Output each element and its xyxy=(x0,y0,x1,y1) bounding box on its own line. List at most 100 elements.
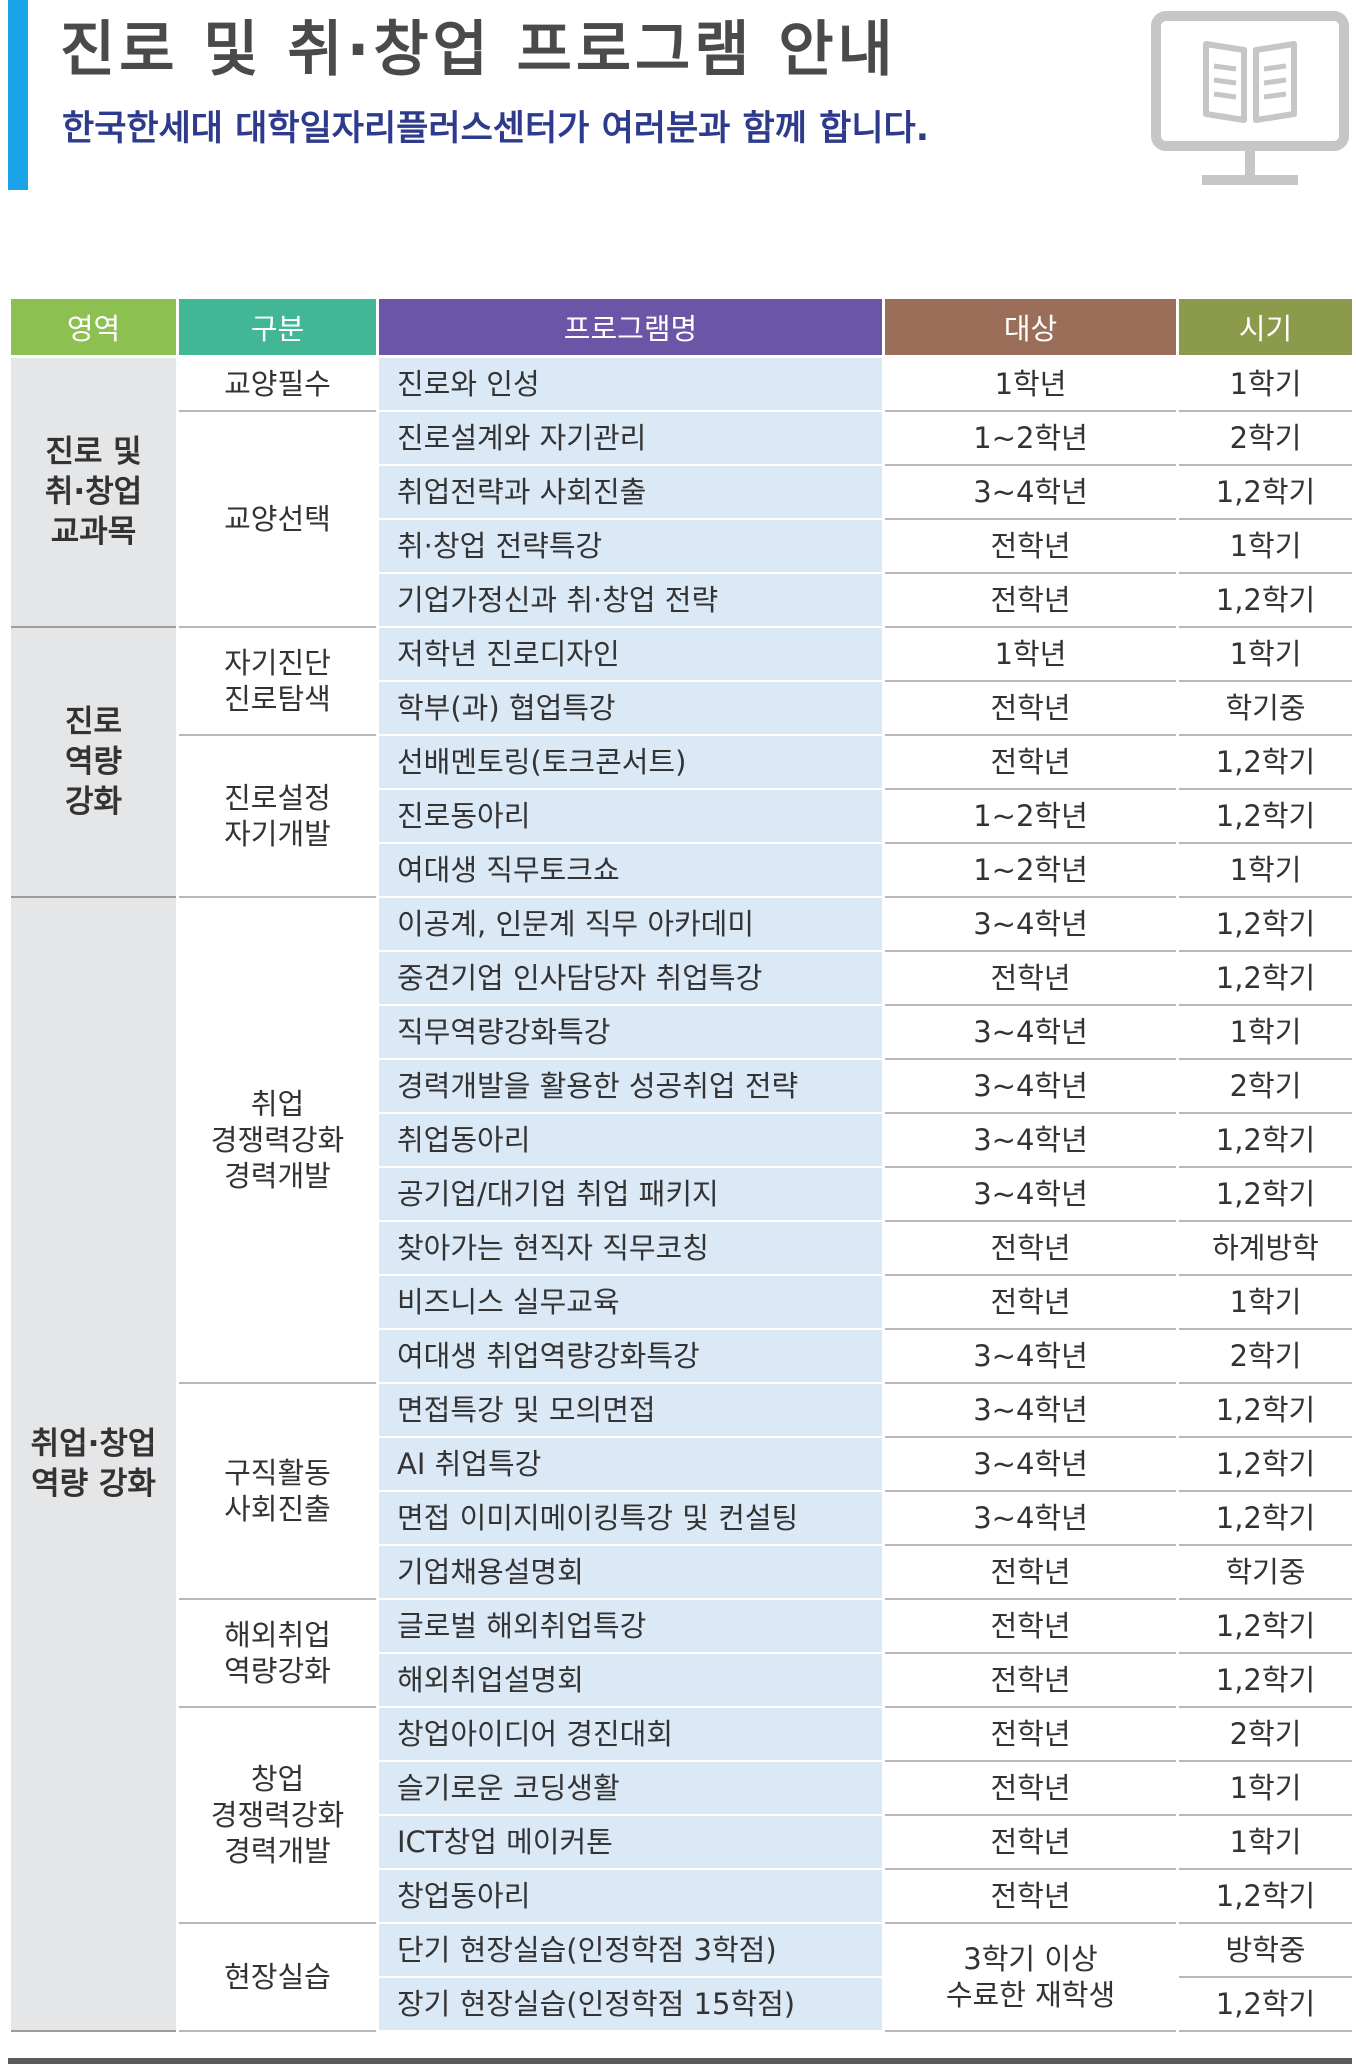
table-row: 창업동아리 전학년 1,2학기 xyxy=(10,1869,1355,1924)
program-name-cell: 단기 현장실습(인정학점 3학점) xyxy=(376,1923,885,1978)
category-cell: 자기진단 진로탐색 xyxy=(176,627,379,736)
table-row: 진로 및 취·창업 교과목 교양필수 진로와 인성 1학년 1학기 xyxy=(8,356,1355,628)
term-cell: 1학기 xyxy=(1176,1005,1355,1060)
term-cell: 1,2학기 xyxy=(1176,573,1355,628)
table-row: 직무역량강화특강 3~4학년 1학기 xyxy=(10,1005,1355,1060)
table-row: ICT창업 메이커톤 전학년 1학기 xyxy=(10,1815,1355,1870)
target-cell: 전학년 xyxy=(882,1275,1179,1330)
table-row: 비즈니스 실무교육 전학년 1학기 xyxy=(10,1275,1355,1330)
target-cell: 1학년 xyxy=(882,356,1179,412)
column-header-category: 구분 xyxy=(176,296,379,358)
program-name-cell: 창업동아리 xyxy=(376,1869,885,1924)
category-cell: 교양선택 xyxy=(176,411,379,628)
page-subtitle: 한국한세대 대학일자리플러스센터가 여러분과 함께 합니다. xyxy=(62,109,930,149)
program-name-cell: 취·창업 전략특강 xyxy=(376,519,885,574)
table-row: 해외취업설명회 전학년 1,2학기 xyxy=(10,1653,1355,1708)
table-row: 해외취업 역량강화 글로벌 해외취업특강 전학년 1,2학기 xyxy=(10,1599,1355,1708)
target-cell: 3~4학년 xyxy=(882,1059,1179,1114)
term-cell: 학기중 xyxy=(1176,1545,1355,1600)
term-cell: 1,2학기 xyxy=(1176,951,1355,1006)
target-cell: 전학년 xyxy=(882,951,1179,1006)
category-cell: 해외취업 역량강화 xyxy=(176,1599,379,1708)
column-header-target: 대상 xyxy=(882,296,1179,358)
program-name-cell: 진로설계와 자기관리 xyxy=(376,411,885,466)
term-cell: 2학기 xyxy=(1176,411,1355,466)
category-cell: 현장실습 xyxy=(176,1923,379,2032)
term-cell: 1,2학기 xyxy=(1176,465,1355,520)
table-row: AI 취업특강 3~4학년 1,2학기 xyxy=(10,1437,1355,1492)
table-row: 진로설정 자기개발 선배멘토링(토크콘서트) 전학년 1,2학기 xyxy=(10,735,1355,898)
term-cell: 1,2학기 xyxy=(1176,897,1355,952)
table-body: 진로 및 취·창업 교과목 교양필수 진로와 인성 1학년 1학기 교양선택 진로설계와 자기관… xyxy=(8,356,1355,2032)
term-cell: 1학기 xyxy=(1176,356,1355,412)
area-cell: 취업·창업 역량 강화 xyxy=(8,897,179,2032)
table-bottom-rule xyxy=(8,2058,1352,2064)
category-cell: 교양필수 xyxy=(176,356,379,412)
term-cell: 1학기 xyxy=(1176,1761,1355,1816)
program-name-cell: 직무역량강화특강 xyxy=(376,1005,885,1060)
program-name-cell: 창업아이디어 경진대회 xyxy=(376,1707,885,1762)
term-cell: 1,2학기 xyxy=(1176,1599,1355,1654)
term-cell: 1학기 xyxy=(1176,1275,1355,1330)
accent-bar xyxy=(8,0,28,190)
table-row: 학부(과) 협업특강 전학년 학기중 xyxy=(10,681,1355,736)
category-cell: 취업 경쟁력강화 경력개발 xyxy=(176,897,379,1384)
target-cell: 전학년 xyxy=(882,681,1179,736)
target-cell: 3~4학년 xyxy=(882,1437,1179,1492)
target-cell: 1~2학년 xyxy=(882,411,1179,466)
program-name-cell: 해외취업설명회 xyxy=(376,1653,885,1708)
term-cell: 1,2학기 xyxy=(1176,1383,1355,1438)
program-name-cell: AI 취업특강 xyxy=(376,1437,885,1492)
program-name-cell: 경력개발을 활용한 성공취업 전략 xyxy=(376,1059,885,1114)
target-cell: 전학년 xyxy=(882,1599,1179,1654)
program-name-cell: 여대생 취업역량강화특강 xyxy=(376,1329,885,1384)
program-name-cell: 슬기로운 코딩생활 xyxy=(376,1761,885,1816)
table-row: 여대생 직무토크쇼 1~2학년 1학기 xyxy=(10,843,1355,898)
table-row: 취·창업 전략특강 전학년 1학기 xyxy=(10,519,1355,574)
target-cell: 전학년 xyxy=(882,1815,1179,1870)
term-cell: 1,2학기 xyxy=(1176,1869,1355,1924)
category-cell: 구직활동 사회진출 xyxy=(176,1383,379,1600)
table-row: 슬기로운 코딩생활 전학년 1학기 xyxy=(10,1761,1355,1816)
table-row: 취업동아리 3~4학년 1,2학기 xyxy=(10,1113,1355,1168)
table-row: 기업가정신과 취·창업 전략 전학년 1,2학기 xyxy=(10,573,1355,628)
table-row: 진로동아리 1~2학년 1,2학기 xyxy=(10,789,1355,844)
program-name-cell: 저학년 진로디자인 xyxy=(376,627,885,682)
target-cell: 3~4학년 xyxy=(882,1329,1179,1384)
program-name-cell: 찾아가는 현직자 직무코칭 xyxy=(376,1221,885,1276)
program-name-cell: 진로동아리 xyxy=(376,789,885,844)
table-row: 면접 이미지메이킹특강 및 컨설팅 3~4학년 1,2학기 xyxy=(10,1491,1355,1546)
program-name-cell: 진로와 인성 xyxy=(376,356,885,412)
table-row: 현장실습 단기 현장실습(인정학점 3학점) 3학기 이상 수료한 재학생 방학중 xyxy=(10,1923,1355,2032)
term-cell: 1,2학기 xyxy=(1176,735,1355,790)
target-cell: 1학년 xyxy=(882,627,1179,682)
program-name-cell: 이공계, 인문계 직무 아카데미 xyxy=(376,897,885,952)
target-cell: 전학년 xyxy=(882,1545,1179,1600)
program-name-cell: ICT창업 메이커톤 xyxy=(376,1815,885,1870)
program-name-cell: 여대생 직무토크쇼 xyxy=(376,843,885,898)
table-row: 찾아가는 현직자 직무코칭 전학년 하계방학 xyxy=(10,1221,1355,1276)
target-cell: 전학년 xyxy=(882,1761,1179,1816)
category-cell: 진로설정 자기개발 xyxy=(176,735,379,898)
program-name-cell: 글로벌 해외취업특강 xyxy=(376,1599,885,1654)
term-cell: 1,2학기 xyxy=(1176,1113,1355,1168)
term-cell: 학기중 xyxy=(1176,681,1355,736)
program-name-cell: 장기 현장실습(인정학점 15학점) xyxy=(376,1977,885,2032)
program-name-cell: 학부(과) 협업특강 xyxy=(376,681,885,736)
target-cell: 3~4학년 xyxy=(882,1167,1179,1222)
target-cell: 전학년 xyxy=(882,1221,1179,1276)
term-cell: 1학기 xyxy=(1176,1815,1355,1870)
term-cell: 1,2학기 xyxy=(1176,1167,1355,1222)
area-cell: 진로 역량 강화 xyxy=(8,627,179,898)
program-name-cell: 면접특강 및 모의면접 xyxy=(376,1383,885,1438)
table-row: 공기업/대기업 취업 패키지 3~4학년 1,2학기 xyxy=(10,1167,1355,1222)
term-cell: 2학기 xyxy=(1176,1329,1355,1384)
target-cell: 전학년 xyxy=(882,573,1179,628)
term-cell: 1학기 xyxy=(1176,519,1355,574)
term-cell: 1,2학기 xyxy=(1176,789,1355,844)
target-cell: 3~4학년 xyxy=(882,1383,1179,1438)
program-name-cell: 취업전략과 사회진출 xyxy=(376,465,885,520)
table-row: 창업 경쟁력강화 경력개발 창업아이디어 경진대회 전학년 2학기 xyxy=(10,1707,1355,1924)
book-monitor-icon xyxy=(1151,11,1349,185)
column-header-program: 프로그램명 xyxy=(376,296,885,358)
